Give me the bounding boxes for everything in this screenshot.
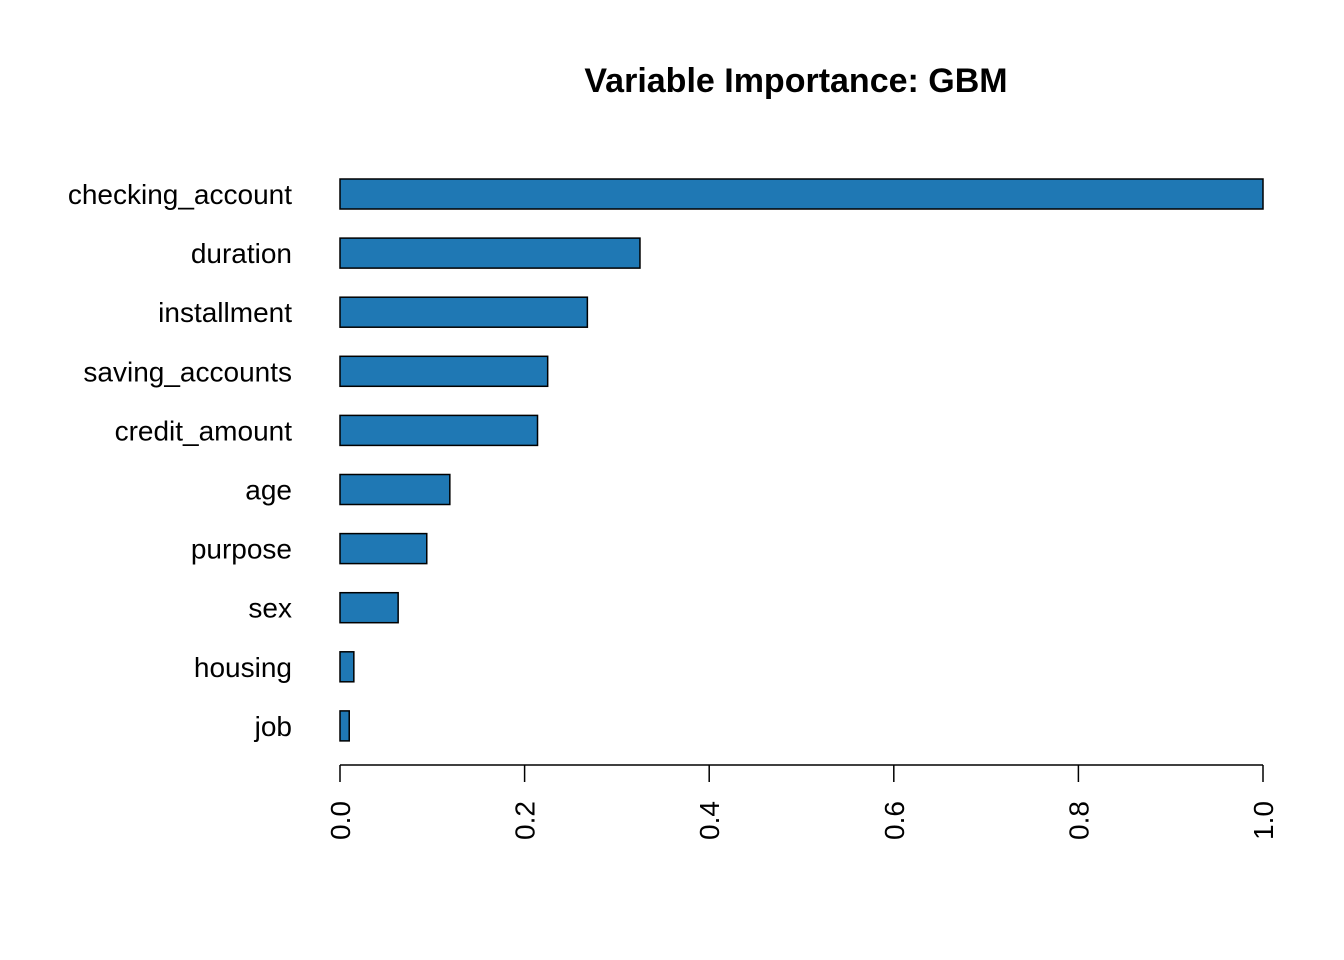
bar-purpose [339,532,428,565]
category-label-checking_account: checking_account [68,179,292,210]
x-tick-label-0.0: 0.0 [325,801,356,840]
category-label-installment: installment [158,297,292,328]
x-tick-label-0.4: 0.4 [694,801,725,840]
chart-title: Variable Importance: GBM [584,62,1007,100]
bar-duration [339,237,641,269]
bar-job [339,710,350,742]
bar-credit_amount [339,414,539,447]
category-label-purpose: purpose [191,534,292,565]
bar-sex [339,591,399,624]
category-label-job: job [254,711,292,742]
bar-housing [339,651,355,683]
x-tick-label-0.8: 0.8 [1063,801,1094,840]
bars-group [339,178,1264,742]
category-label-duration: duration [191,238,292,269]
bar-checking_account [339,178,1264,210]
x-axis: 0.0 0.2 0.4 0.6 0.8 1.0 [325,764,1279,840]
category-label-housing: housing [194,652,292,683]
bar-installment [339,296,589,328]
category-label-sex: sex [248,593,292,624]
x-tick-label-1.0: 1.0 [1248,801,1279,840]
x-tick-label-0.2: 0.2 [510,801,541,840]
category-labels: checking_account duration installment savin… [68,179,292,742]
category-label-credit_amount: credit_amount [115,415,293,446]
category-label-age: age [245,475,292,506]
bar-saving_accounts [339,355,549,388]
category-label-saving_accounts: saving_accounts [83,356,292,387]
x-tick-label-0.6: 0.6 [879,801,910,840]
bar-age [339,473,451,506]
